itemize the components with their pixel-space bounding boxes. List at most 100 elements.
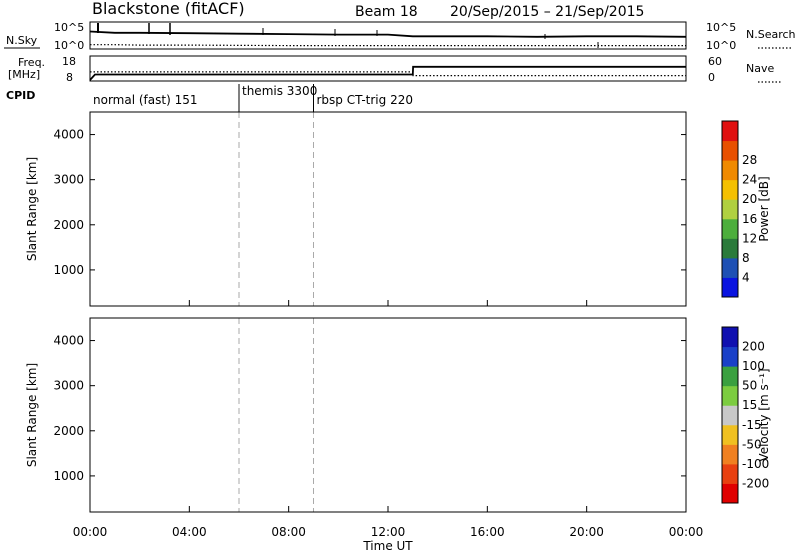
power-colorbar: 4 8 12 16 20 24 28 (721, 120, 757, 298)
velocity-yaxis: 1000 2000 3000 4000 (53, 334, 686, 483)
noise-left-tick-low: 10^0 (54, 39, 84, 52)
cpid-label: CPID (6, 89, 35, 102)
velocity-colorbar-band (722, 463, 738, 484)
figure-title: Blackstone (fitACF) (92, 0, 245, 18)
noise-left-tick-high: 10^5 (54, 21, 84, 34)
freq-label-line1: Freq. (18, 56, 45, 69)
freq-left-tick-high: 18 (62, 55, 76, 68)
power-yaxis: 1000 2000 3000 4000 (53, 128, 686, 277)
power-region (524, 170, 600, 234)
power-region (370, 184, 396, 221)
x-tick-label: 16:00 (470, 525, 505, 539)
velocity-colorbar-tick-label: -50 (742, 437, 762, 451)
x-tick-label: 12:00 (371, 525, 406, 539)
power-region (226, 256, 239, 279)
power-colorbar-tick-label: 16 (742, 212, 757, 226)
x-tick-label: 20:00 (569, 525, 604, 539)
velocity-colorbar-band (722, 327, 738, 348)
velocity-colorbar-band (722, 405, 738, 426)
power-colorbar-band (722, 238, 738, 259)
velocity-region (370, 390, 396, 431)
x-tick-label: 00:00 (73, 525, 108, 539)
power-colorbar-band (722, 179, 738, 200)
power-ytick-label: 3000 (53, 173, 84, 187)
x-tick-label: 00:00 (669, 525, 704, 539)
power-colorbar-tick-label: 4 (742, 270, 750, 284)
velocity-ytick-label: 4000 (53, 334, 84, 348)
noise-search-series (90, 44, 686, 47)
velocity-ytick-label: 3000 (53, 379, 84, 393)
freq-right-tick-high: 60 (708, 55, 722, 68)
power-heatmap (94, 112, 686, 306)
power-colorbar-frame (721, 120, 739, 298)
power-region (97, 148, 153, 198)
velocity-colorbar-label: Velocity [m s⁻¹] (757, 368, 771, 461)
velocity-colorbar-band (722, 444, 738, 465)
velocity-colorbar-band (722, 385, 738, 406)
velocity-colorbar-band (722, 483, 738, 504)
cpid-mode-label: rbsp CT-trig 220 (317, 93, 413, 107)
cpid-mode-label: normal (fast) 151 (93, 93, 197, 107)
velocity-heatmap (90, 318, 686, 512)
power-region (256, 247, 364, 279)
noise-right-tick-high: 10^5 (706, 21, 736, 34)
noise-panel-frame (89, 21, 687, 50)
velocity-colorbar-tick-label: 50 (742, 379, 757, 393)
power-colorbar-band (722, 277, 738, 298)
date-range: 20/Sep/2015 – 21/Sep/2015 (450, 4, 644, 20)
beam-label: Beam 18 (355, 4, 418, 20)
velocity-colorbar-tick-label: -15 (742, 418, 762, 432)
power-colorbar-band (722, 160, 738, 181)
velocity-colorbar-tick-label: 100 (742, 359, 765, 373)
x-tick-label: 08:00 (271, 525, 306, 539)
velocity-region (99, 448, 227, 490)
velocity-colorbar-band (722, 346, 738, 367)
power-colorbar-band (722, 257, 738, 278)
noise-sky-series (89, 30, 687, 38)
freq-left-tick-low: 8 (66, 71, 73, 84)
velocity-colorbar-tick-label: -200 (742, 476, 769, 490)
velocity-region (97, 408, 215, 449)
velocity-colorbar: 200 100 50 15 -15 -50 -100 -200 (721, 326, 769, 504)
power-colorbar-label: Power [dB] (757, 176, 771, 241)
power-region (239, 260, 252, 277)
power-ylabel: Slant Range [km] (25, 157, 39, 261)
power-colorbar-band (722, 199, 738, 220)
power-ytick-label: 2000 (53, 218, 84, 232)
power-colorbar-band (722, 121, 738, 142)
velocity-colorbar-tick-label: 15 (742, 398, 757, 412)
power-region (102, 202, 215, 239)
power-colorbar-band (722, 218, 738, 239)
time-axis: 00:00 04:00 08:00 12:00 16:00 20:00 00:00 (73, 300, 704, 539)
power-ytick-label: 1000 (53, 263, 84, 277)
velocity-colorbar-tick-label: 200 (742, 340, 765, 354)
power-region (99, 238, 227, 286)
noise-right-label: N.Search (746, 28, 796, 41)
power-region (94, 296, 686, 304)
velocity-ytick-label: 1000 (53, 469, 84, 483)
x-tick-label: 04:00 (172, 525, 207, 539)
power-colorbar-tick-label: 20 (742, 192, 757, 206)
power-colorbar-tick-label: 24 (742, 173, 757, 187)
freq-series (89, 65, 686, 81)
freq-right-label: Nave (746, 62, 774, 75)
noise-left-label: N.Sky (6, 34, 38, 47)
power-colorbar-band (722, 140, 738, 161)
power-colorbar-tick-label: 8 (742, 251, 750, 265)
x-axis-label: Time UT (362, 539, 413, 553)
velocity-ylabel: Slant Range [km] (25, 363, 39, 467)
velocity-ytick-label: 2000 (53, 424, 84, 438)
freq-label-line2: [MHz] (8, 68, 40, 81)
freq-panel-frame (89, 55, 687, 82)
freq-right-tick-low: 0 (708, 71, 715, 84)
velocity-region (251, 439, 364, 485)
velocity-colorbar-tick-label: -100 (742, 457, 769, 471)
noise-spikes (97, 23, 599, 48)
velocity-colorbar-frame (721, 326, 739, 504)
power-colorbar-tick-label: 28 (742, 153, 757, 167)
velocity-colorbar-band (722, 424, 738, 445)
velocity-colorbar-band (722, 366, 738, 387)
cpid-mode-label: themis 3300 (242, 84, 317, 98)
